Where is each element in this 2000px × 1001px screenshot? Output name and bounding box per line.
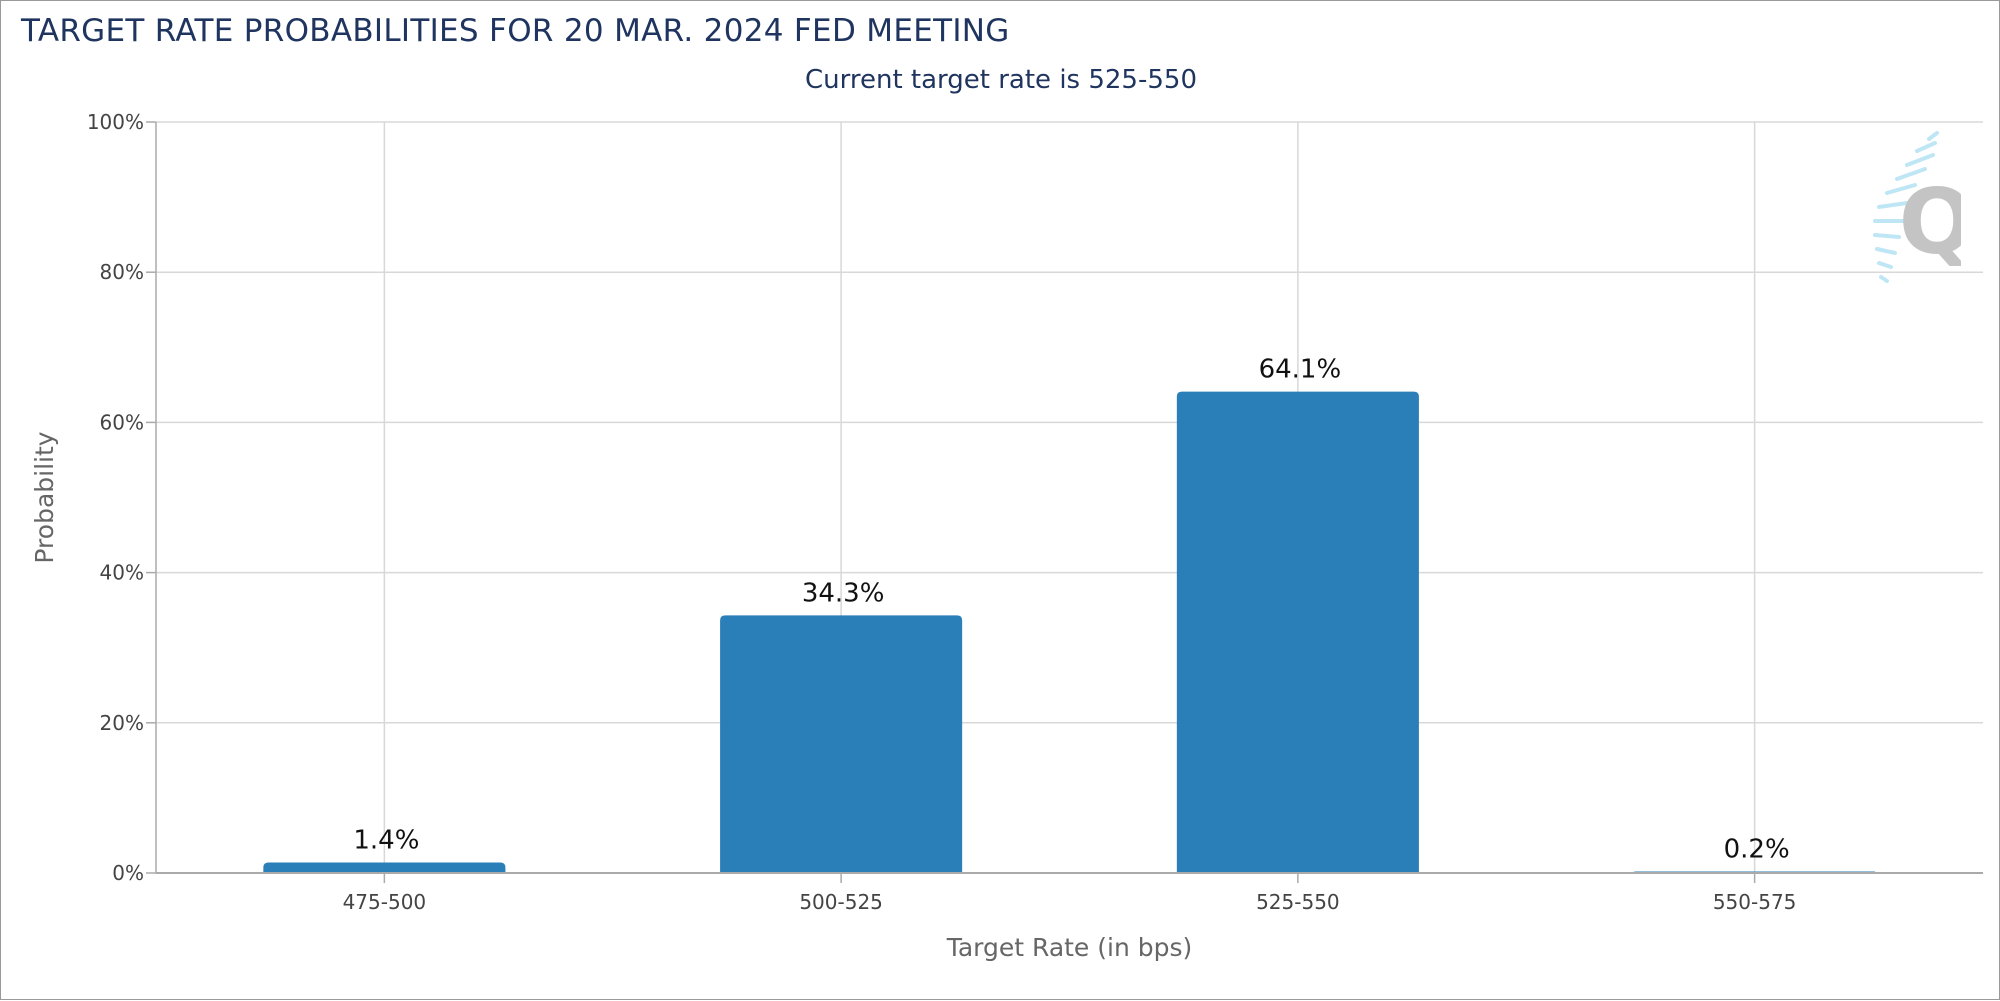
data-label: 64.1% [1259, 355, 1342, 385]
grid-lines [156, 121, 1983, 874]
data-label: 1.4% [353, 825, 419, 855]
data-label: 34.3% [802, 578, 885, 608]
x-tick-label: 525-550 [1256, 890, 1340, 914]
chart-subtitle: Current target rate is 525-550 [805, 65, 1197, 95]
q-logo-icon: Q [1873, 131, 1961, 283]
svg-text:Q: Q [1899, 170, 1961, 275]
bars [263, 391, 1876, 873]
y-tick-label: 80% [100, 260, 144, 284]
bar [720, 615, 963, 873]
y-tick-label: 100% [87, 110, 144, 134]
axes: 0% 20% 40% 60% 80% 100% 475-500 500-525 525-550 5… [30, 110, 1983, 962]
data-label: 0.2% [1724, 834, 1790, 864]
x-tick-label: 500-525 [799, 890, 883, 914]
data-labels: 1.4% 34.3% 64.1% 0.2% [353, 355, 1789, 865]
x-tick-label: 475-500 [343, 890, 427, 914]
y-tick-label: 20% [100, 711, 144, 735]
x-tick-label: 550-575 [1713, 890, 1797, 914]
y-axis-title: Probability [30, 431, 59, 563]
y-tick-label: 60% [100, 410, 144, 434]
bar [1176, 391, 1419, 873]
chart-title: TARGET RATE PROBABILITIES FOR 20 MAR. 20… [21, 13, 1010, 49]
x-axis-title: Target Rate (in bps) [946, 933, 1193, 962]
y-tick-label: 0% [112, 861, 144, 885]
y-tick-label: 40% [100, 561, 144, 585]
bar [263, 862, 506, 873]
